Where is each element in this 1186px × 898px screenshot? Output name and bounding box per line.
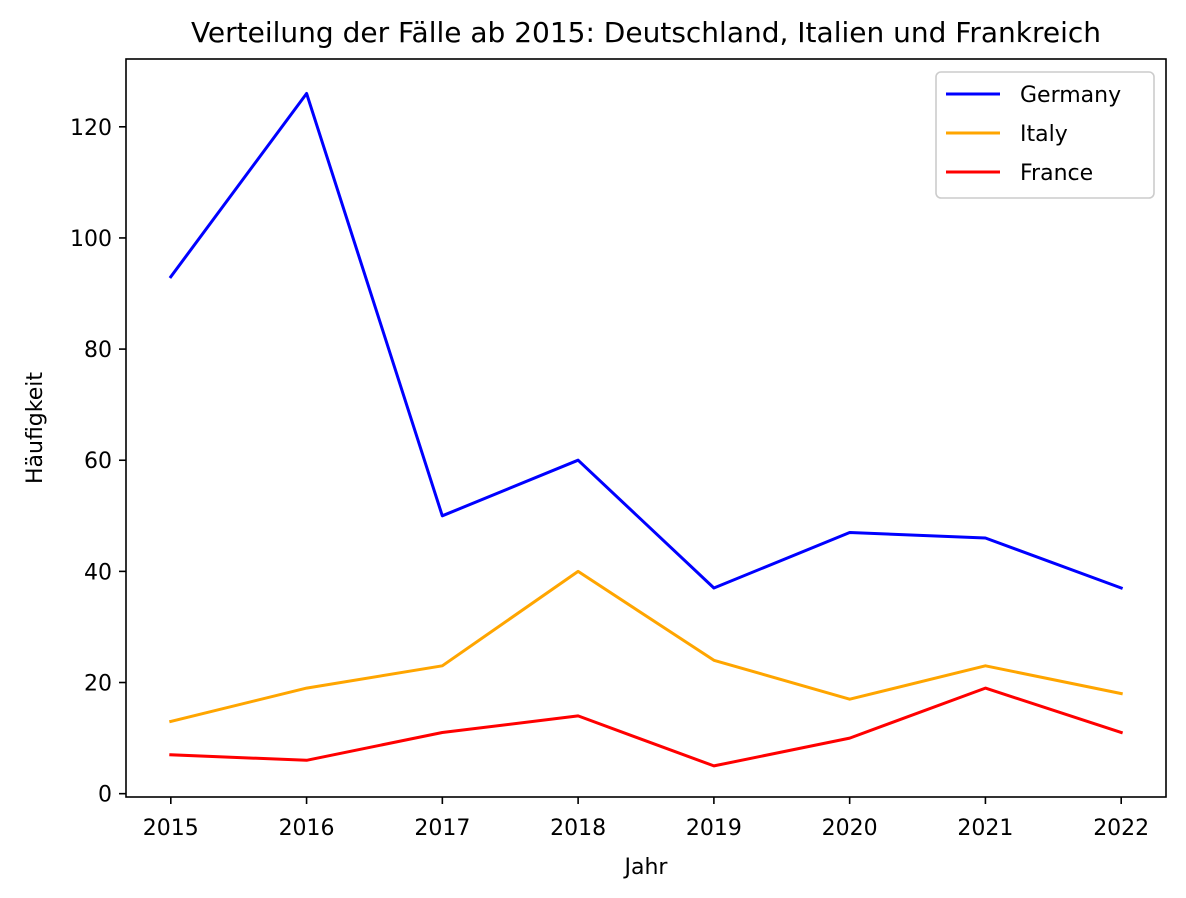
- chart-title: Verteilung der Fälle ab 2015: Deutschlan…: [191, 16, 1101, 49]
- x-tick-label: 2020: [822, 816, 878, 841]
- y-tick-label: 100: [70, 227, 112, 252]
- legend: Germany Italy France: [935, 71, 1155, 199]
- y-tick-label: 0: [98, 783, 112, 808]
- series-line-france: [169, 686, 1124, 768]
- x-tick-label: 2015: [143, 816, 199, 841]
- y-tick-label: 40: [84, 560, 112, 585]
- legend-label: Germany: [1020, 83, 1121, 108]
- x-tick-label: 2021: [957, 816, 1013, 841]
- series-lines: [168, 92, 1124, 768]
- legend-box: [935, 71, 1155, 199]
- y-tick-label: 60: [84, 449, 112, 474]
- x-tick-label: 2018: [550, 816, 606, 841]
- y-axis-label: Häufigkeit: [23, 372, 48, 484]
- legend-label: France: [1020, 161, 1093, 186]
- legend-label: Italy: [1020, 122, 1068, 147]
- x-axis: 2015 2016 2017 2018 2019 2020 2021 2022: [143, 797, 1149, 841]
- x-tick-label: 2017: [414, 816, 470, 841]
- y-axis: 0 20 40 60 80 100 120: [70, 116, 126, 808]
- y-tick-label: 80: [84, 338, 112, 363]
- y-tick-label: 20: [84, 672, 112, 697]
- x-tick-label: 2022: [1093, 816, 1149, 841]
- series-line-italy: [168, 569, 1123, 724]
- x-tick-label: 2019: [686, 816, 742, 841]
- plot-area-frame: [125, 58, 1167, 798]
- y-tick-label: 120: [70, 116, 112, 141]
- series-line-germany: [168, 92, 1124, 590]
- x-tick-label: 2016: [279, 816, 335, 841]
- x-axis-label: Jahr: [623, 855, 669, 880]
